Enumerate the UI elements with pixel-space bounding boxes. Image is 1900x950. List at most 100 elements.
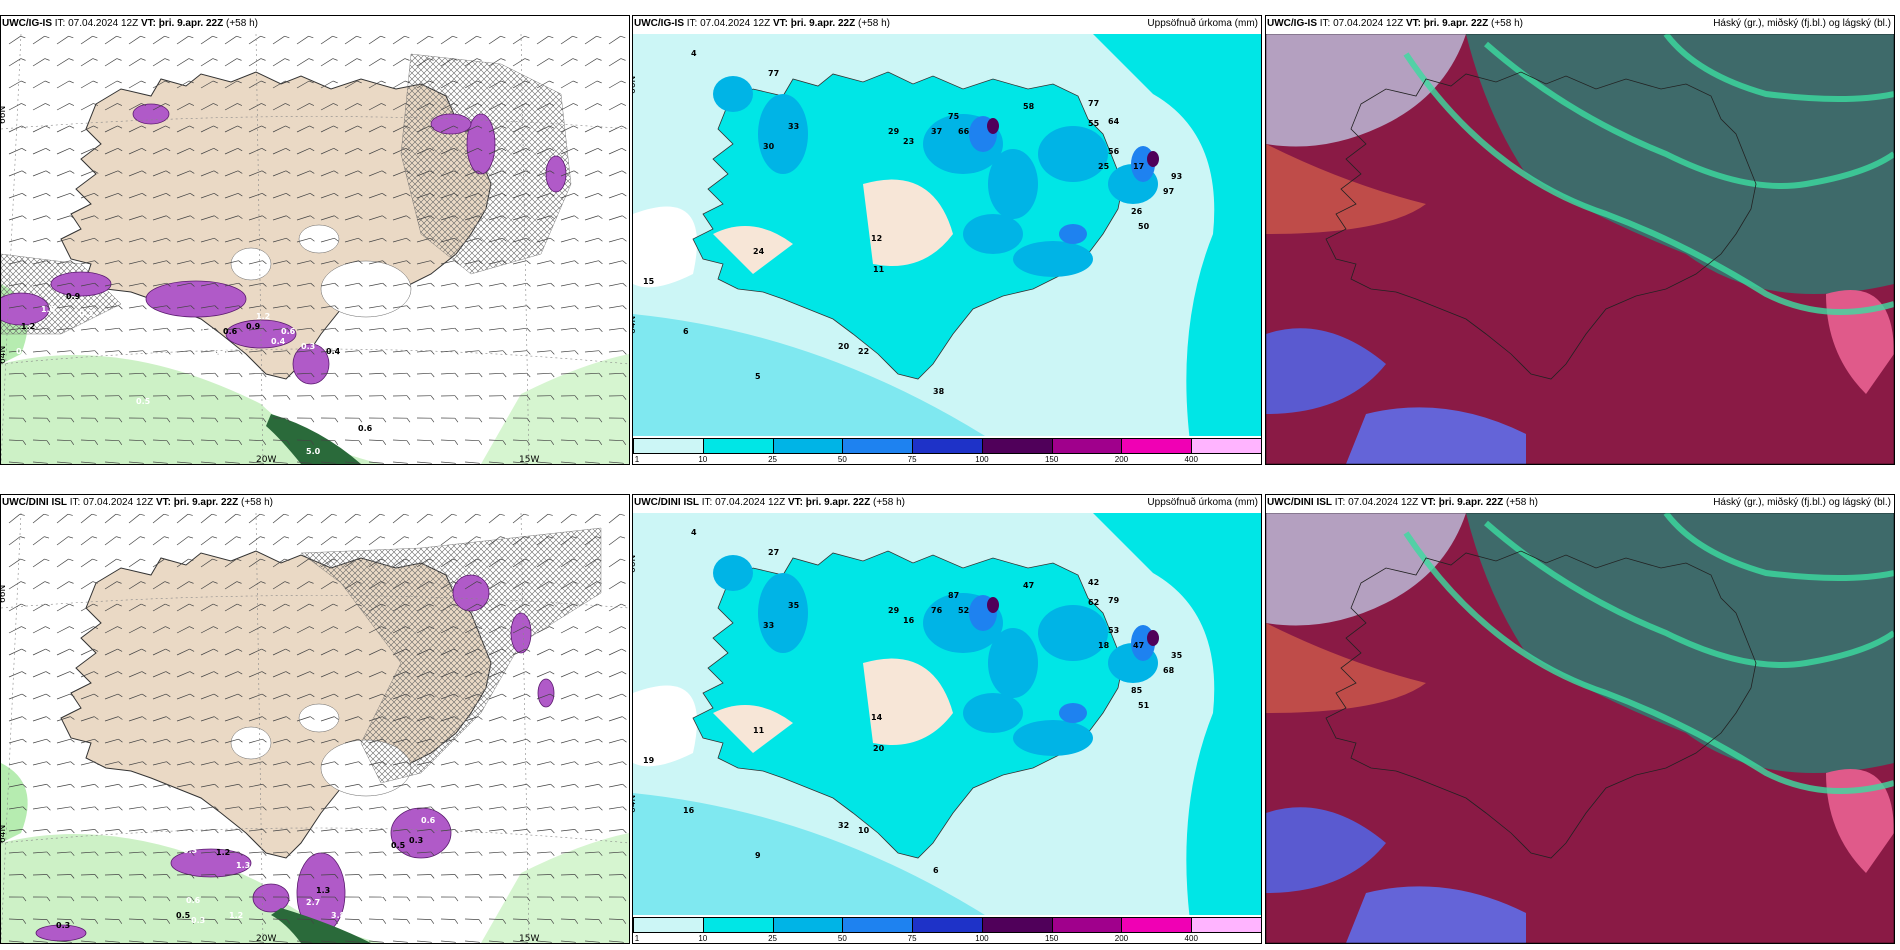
colorbar-segment bbox=[1191, 438, 1261, 454]
precip-value: 11 bbox=[753, 726, 765, 735]
wind-value: 0.3 bbox=[409, 836, 423, 845]
value-labels: 0.30.60.3 1.21.32.70.50.30.60.50.61.21.30… bbox=[56, 816, 436, 930]
iceland-outline bbox=[1325, 550, 1757, 859]
lat-66-label: 66N bbox=[633, 76, 638, 94]
colorbar-tick: 150 bbox=[1044, 934, 1059, 943]
wind-value: 1.0 bbox=[41, 305, 56, 314]
precip-value: 29 bbox=[888, 606, 900, 615]
wind-value: 1.2 bbox=[216, 848, 230, 857]
panel-C: UWC/IG-IS IT: 07.04.2024 12Z VT: þri. 9.… bbox=[1265, 15, 1895, 465]
colorbar-segment bbox=[981, 917, 1053, 933]
map-wind-ig: 0.9 1.0 0.3 1.2 0.5 0.5 0.6 0.4 0.3 0.4 0.6 1.2 0.9 0… bbox=[1, 34, 629, 464]
graticule bbox=[1, 513, 629, 943]
precip-value: 26 bbox=[1131, 207, 1143, 216]
colorbar-tick: 100 bbox=[975, 455, 989, 464]
precip-value: 30 bbox=[763, 142, 775, 151]
colorbar-tick: 10 bbox=[698, 934, 708, 943]
panel-F: UWC/DINI ISL IT: 07.04.2024 12Z VT: þri.… bbox=[1265, 494, 1895, 944]
wind-value: 0.9 bbox=[246, 322, 261, 331]
lon-15-label: 15W bbox=[519, 455, 539, 464]
value-labels: 0.91.0 0.31.20.50.5 0.60.40.30.40.61.20.90… bbox=[16, 292, 373, 456]
precip-value: 6 bbox=[683, 327, 689, 336]
colorbar-tick: 25 bbox=[768, 455, 777, 464]
map-precip-ig: 4 77 33 30 29 23 37 75 66 58 77 55 64 93 25 15 24 12 11 6 20… bbox=[633, 34, 1261, 464]
colorbar-tick: 50 bbox=[837, 455, 847, 464]
lat-66-label: 66N bbox=[633, 555, 638, 573]
wind-value: 0.5 bbox=[199, 327, 214, 336]
colorbar-segment bbox=[842, 917, 914, 933]
colorbar-segment bbox=[1051, 917, 1123, 933]
precip-value: 16 bbox=[683, 806, 695, 815]
precip-value: 24 bbox=[753, 247, 765, 256]
colorbar-segment bbox=[1051, 438, 1123, 454]
wind-value: 0.9 bbox=[66, 292, 81, 301]
precip-value: 47 bbox=[1133, 641, 1144, 650]
panel-E: UWC/DINI ISL IT: 07.04.2024 12Z VT: þri.… bbox=[632, 494, 1262, 944]
panel-B: UWC/IG-IS IT: 07.04.2024 12Z VT: þri. 9.… bbox=[632, 15, 1262, 465]
precip-value: 77 bbox=[1088, 99, 1099, 108]
precip-value: 27 bbox=[768, 548, 779, 557]
hatched-area bbox=[1, 53, 572, 335]
precip-value: 79 bbox=[1108, 596, 1120, 605]
map-cloud-ig bbox=[1266, 34, 1894, 464]
lat-66-label: 66N bbox=[1, 106, 8, 124]
map-precip-dini: 4 27 35 33 29 16 76 87 52 47 42 62 79 35 18 19 11 14 20 16 3… bbox=[633, 513, 1261, 943]
wind-value: 1.2 bbox=[21, 322, 35, 331]
wind-barbs bbox=[8, 513, 627, 943]
precip-value: 47 bbox=[1023, 581, 1034, 590]
colorbar-segment bbox=[981, 438, 1053, 454]
precip-value: 62 bbox=[1088, 598, 1099, 607]
colorbar-tick: 150 bbox=[1044, 455, 1059, 464]
precip-value: 33 bbox=[788, 122, 799, 131]
lon-20-label: 20W bbox=[256, 934, 276, 943]
wind-value: 1.3 bbox=[236, 861, 250, 870]
panel-A: UWC/IG-IS IT: 07.04.2024 12Z VT: þri. 9.… bbox=[0, 15, 630, 465]
wind-value: 0.5 bbox=[136, 397, 151, 406]
low-cloud bbox=[1266, 807, 1386, 893]
panel-title: UWC/DINI ISL IT: 07.04.2024 12Z VT: þri.… bbox=[634, 497, 905, 508]
precip-value: 68 bbox=[1163, 666, 1175, 675]
precip-value: 93 bbox=[1171, 172, 1182, 181]
wind-value: 2.7 bbox=[306, 898, 320, 907]
wind-value: 0.6 bbox=[186, 896, 201, 905]
precip-value: 75 bbox=[948, 112, 960, 121]
precip-value: 25 bbox=[1098, 162, 1110, 171]
heavy-precip bbox=[713, 555, 1159, 756]
panel-subtitle: Háský (gr.), miðský (fj.bl.) og lágský (… bbox=[1713, 497, 1891, 508]
precip-value: 77 bbox=[768, 69, 779, 78]
panel-title: UWC/IG-IS IT: 07.04.2024 12Z VT: þri. 9.… bbox=[634, 18, 890, 29]
colorbar-tick: 75 bbox=[907, 455, 917, 464]
wind-value: 0.6 bbox=[191, 831, 206, 840]
precip-value: 11 bbox=[873, 265, 885, 274]
wind-value: 0.4 bbox=[326, 347, 341, 356]
precip-value: 6 bbox=[933, 866, 939, 875]
wind-value: 0.8 bbox=[16, 347, 31, 356]
precip-value: 35 bbox=[1171, 651, 1183, 660]
precip-value: 55 bbox=[1088, 119, 1100, 128]
colorbar-tick: 1 bbox=[634, 934, 640, 943]
high-cloud-contours bbox=[1403, 513, 1894, 794]
lat-64-label: 64N bbox=[1, 346, 8, 364]
lon-20-label: 20W bbox=[256, 455, 276, 464]
wind-value: 3.8 bbox=[331, 911, 346, 920]
cyan-zone bbox=[1093, 513, 1261, 943]
wind-value: 0.6 bbox=[281, 327, 296, 336]
wind-value: 1.2 bbox=[256, 312, 270, 321]
colorbar-segment bbox=[702, 438, 774, 454]
axis-labels: 66N 64N 20W 15W bbox=[1, 106, 539, 464]
colorbar-tick: 25 bbox=[768, 934, 777, 943]
dry-zones bbox=[713, 179, 953, 274]
colorbar: 1 10 25 50 75 100 150 200 400 bbox=[633, 436, 1261, 464]
lat-64-label: 64N bbox=[633, 795, 638, 813]
cyan-zone bbox=[1093, 34, 1261, 464]
iceland-outline bbox=[1325, 71, 1757, 380]
wind-value: 0.3 bbox=[183, 846, 197, 855]
wind-value: 1.3 bbox=[316, 886, 330, 895]
wind-value: 1.2 bbox=[229, 911, 243, 920]
heavy-precip bbox=[713, 76, 1159, 277]
precip-value: 32 bbox=[838, 821, 849, 830]
colorbar-segment bbox=[1121, 438, 1193, 454]
dry-zones bbox=[713, 658, 953, 753]
precip-value: 12 bbox=[871, 234, 882, 243]
snow-blobs bbox=[35, 574, 555, 942]
